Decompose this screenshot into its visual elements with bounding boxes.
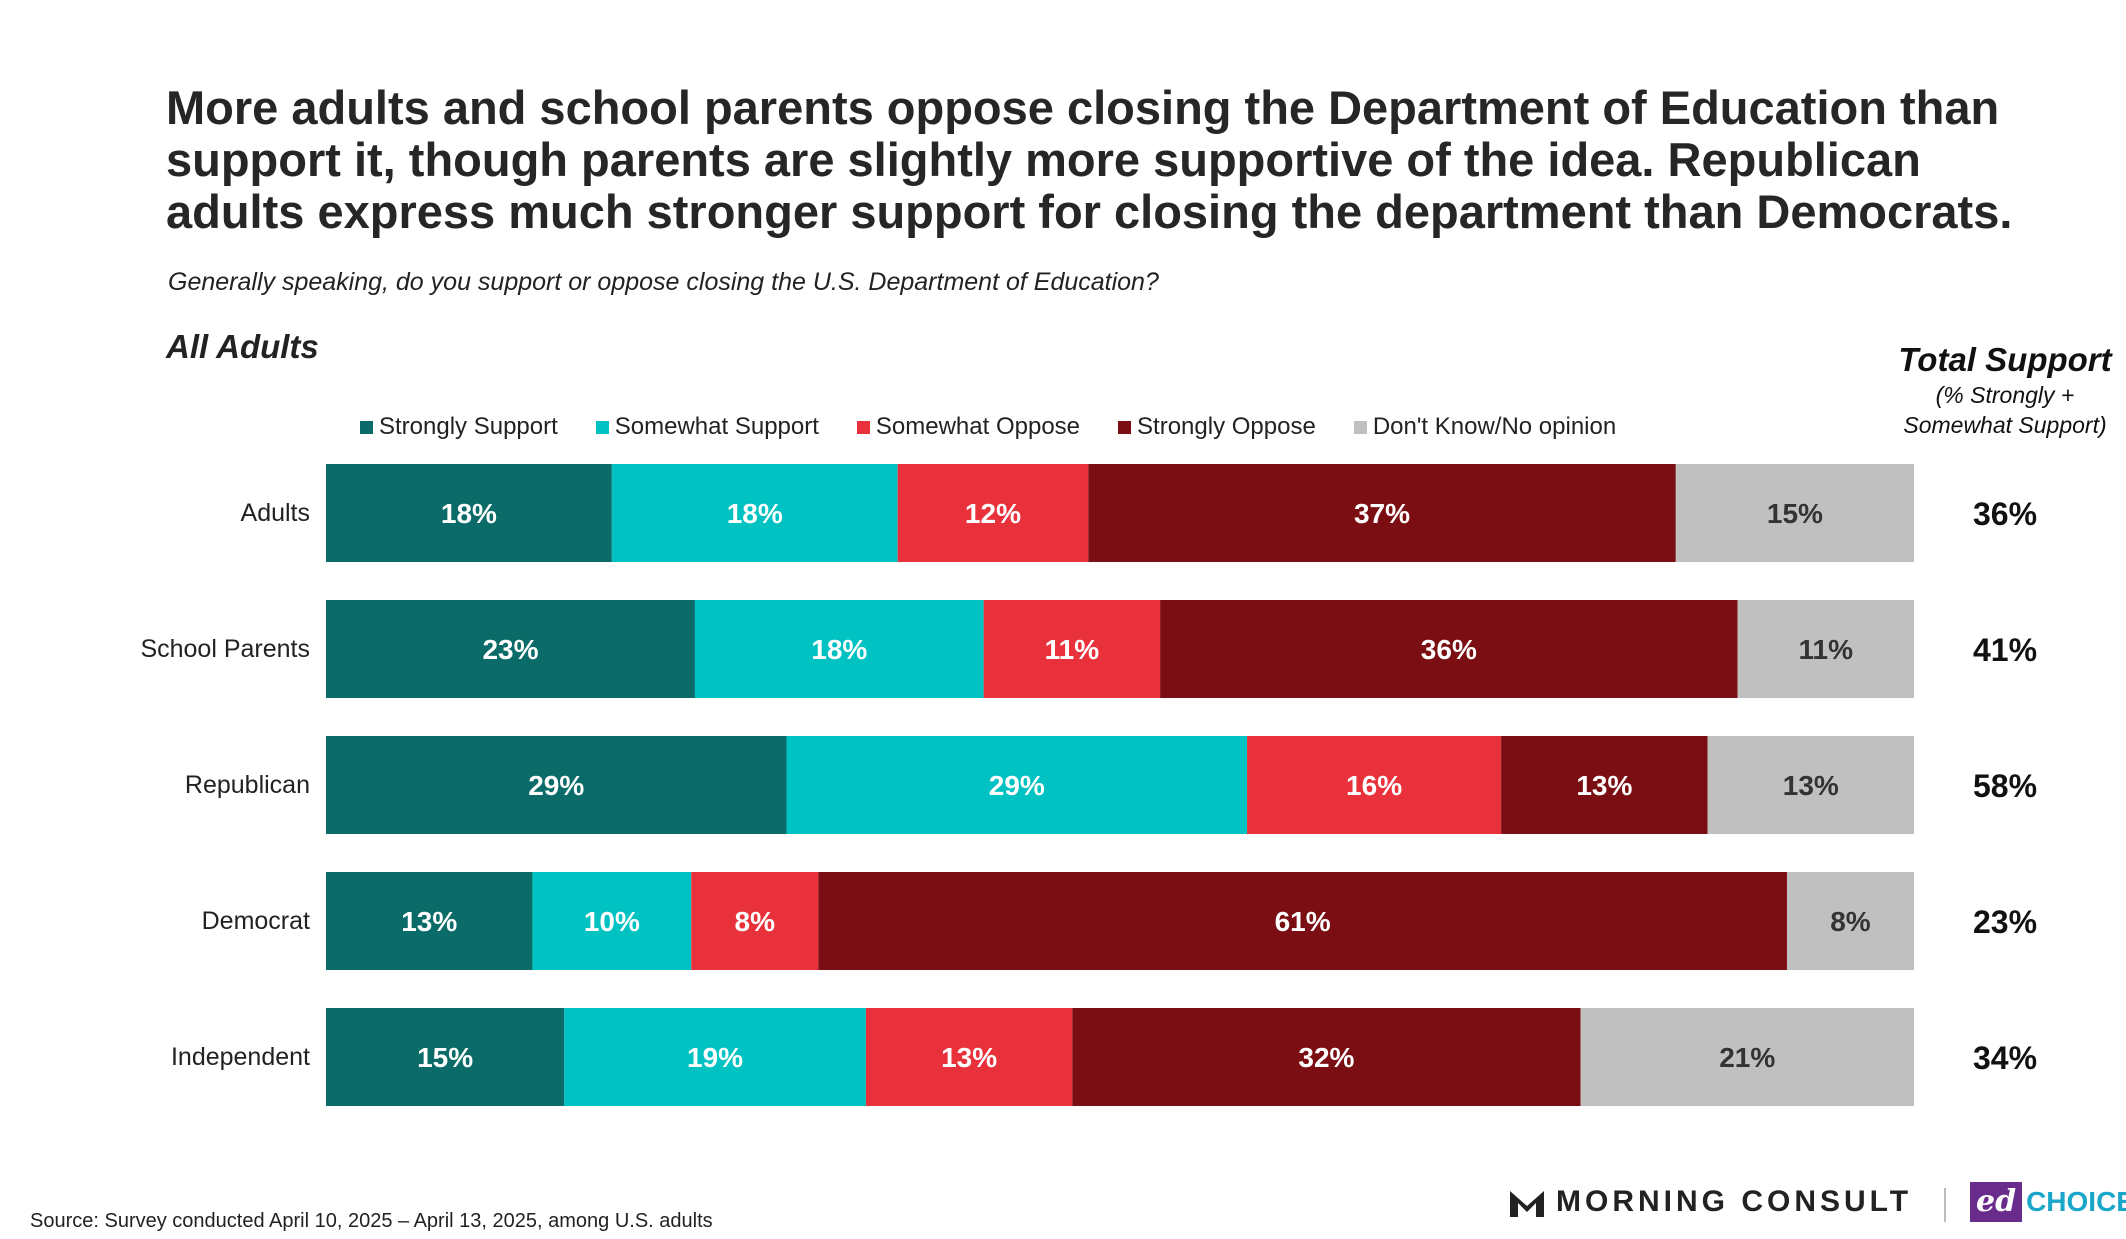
data-label: 18% xyxy=(727,498,783,529)
legend-item-strongly-oppose: Strongly Oppose xyxy=(1118,413,1316,441)
total-support-value: 58% xyxy=(1973,768,2037,804)
title-line-2: support it, though parents are slightly … xyxy=(166,133,1921,186)
survey-question: Generally speaking, do you support or op… xyxy=(168,268,1159,296)
bar-segment xyxy=(1737,600,1914,698)
data-label: 15% xyxy=(1767,498,1823,529)
legend-item-dont-know: Don't Know/No opinion xyxy=(1353,413,1617,441)
bar-segment xyxy=(694,600,984,698)
bar-segment xyxy=(1786,872,1914,970)
chart-title: More adults and school parents oppose cl… xyxy=(166,82,2066,238)
legend-swatch xyxy=(1353,420,1367,434)
bar-segment xyxy=(865,1008,1073,1106)
data-label: 19% xyxy=(687,1042,743,1073)
legend-label: Somewhat Support xyxy=(614,413,819,440)
bar-segment xyxy=(611,464,898,562)
bar-segment xyxy=(897,464,1089,562)
category-label: Republican xyxy=(185,771,310,799)
bar-segment xyxy=(326,872,533,970)
data-label: 37% xyxy=(1354,498,1410,529)
logo-divider xyxy=(1944,1188,1946,1222)
total-support-note-1: (% Strongly + xyxy=(1935,382,2075,408)
data-label: 32% xyxy=(1298,1042,1354,1073)
legend-item-somewhat-support: Somewhat Support xyxy=(595,413,819,441)
total-support-title: Total Support xyxy=(1898,341,2112,378)
bar-segment xyxy=(326,736,787,834)
data-label: 13% xyxy=(941,1042,997,1073)
data-label: 61% xyxy=(1275,906,1331,937)
data-label: 29% xyxy=(528,770,584,801)
data-label: 16% xyxy=(1346,770,1402,801)
edchoice-ed-mark: ed xyxy=(1970,1182,2023,1222)
bar-segment xyxy=(1247,736,1502,834)
bar-segment xyxy=(564,1008,866,1106)
legend-label: Don't Know/No opinion xyxy=(1372,413,1617,440)
bar-segment xyxy=(1580,1008,1914,1106)
legend-label: Strongly Support xyxy=(379,413,558,440)
category-label: School Parents xyxy=(140,635,310,663)
category-label: Democrat xyxy=(202,907,310,935)
bar-segment xyxy=(1160,600,1738,698)
category-label: Independent xyxy=(171,1043,310,1071)
total-support-value: 36% xyxy=(1973,496,2037,532)
legend-label: Somewhat Oppose xyxy=(875,413,1081,440)
data-label: 36% xyxy=(1421,634,1477,665)
data-label: 8% xyxy=(735,906,776,937)
edchoice-logo: ed CHOICE xyxy=(1970,1182,2126,1222)
total-support-header: Total Support (% Strongly + Somewhat Sup… xyxy=(1855,340,2126,440)
data-label: 10% xyxy=(584,906,640,937)
morning-consult-logo: MORNING CONSULT xyxy=(1510,1185,1912,1219)
data-label: 11% xyxy=(1799,634,1854,665)
data-label: 29% xyxy=(989,770,1045,801)
legend-swatch xyxy=(856,420,870,434)
legend-swatch xyxy=(595,420,609,434)
category-label: Adults xyxy=(241,499,310,527)
bar-segment xyxy=(1088,464,1676,562)
bar-segment xyxy=(532,872,692,970)
bar-segment xyxy=(1501,736,1708,834)
total-support-note-2: Somewhat Support) xyxy=(1903,412,2107,438)
bar-segment xyxy=(326,600,695,698)
data-label: 21% xyxy=(1719,1042,1775,1073)
bar-segment xyxy=(1707,736,1914,834)
bar-segment xyxy=(818,872,1787,970)
data-label: 12% xyxy=(965,498,1021,529)
bar-segment xyxy=(786,736,1248,834)
data-label: 13% xyxy=(401,906,457,937)
title-line-1: More adults and school parents oppose cl… xyxy=(166,81,2000,134)
bar-segment xyxy=(326,1008,565,1106)
data-label: 13% xyxy=(1576,770,1632,801)
title-line-3: adults express much stronger support for… xyxy=(166,185,2013,238)
data-label: 11% xyxy=(1045,634,1100,665)
bar-segment xyxy=(691,872,819,970)
data-label: 13% xyxy=(1783,770,1839,801)
bar-segment xyxy=(1675,464,1914,562)
bar-segment xyxy=(1072,1008,1581,1106)
bar-segment xyxy=(983,600,1161,698)
total-support-value: 23% xyxy=(1973,904,2037,940)
data-label: 8% xyxy=(1830,906,1871,937)
edchoice-wordmark: CHOICE xyxy=(2026,1186,2126,1217)
data-label: 18% xyxy=(441,498,497,529)
legend-swatch xyxy=(1118,420,1132,434)
source-note: Source: Survey conducted April 10, 2025 … xyxy=(30,1210,713,1232)
legend-item-somewhat-oppose: Somewhat Oppose xyxy=(856,413,1081,441)
data-label: 18% xyxy=(811,634,867,665)
data-label: 15% xyxy=(417,1042,473,1073)
bar-segment xyxy=(326,464,612,562)
data-label: 23% xyxy=(482,634,538,665)
legend-item-strongly-support: Strongly Support xyxy=(360,413,558,441)
group-label: All Adults xyxy=(166,328,319,365)
total-support-value: 34% xyxy=(1973,1040,2037,1076)
legend-label: Strongly Oppose xyxy=(1137,413,1316,440)
total-support-value: 41% xyxy=(1973,632,2037,668)
morning-consult-wordmark: MORNING CONSULT xyxy=(1556,1185,1913,1218)
morning-consult-mark-icon xyxy=(1510,1191,1544,1217)
legend-swatch xyxy=(360,420,373,434)
chart-legend: Strongly Support Somewhat Support Somewh… xyxy=(360,413,1654,441)
